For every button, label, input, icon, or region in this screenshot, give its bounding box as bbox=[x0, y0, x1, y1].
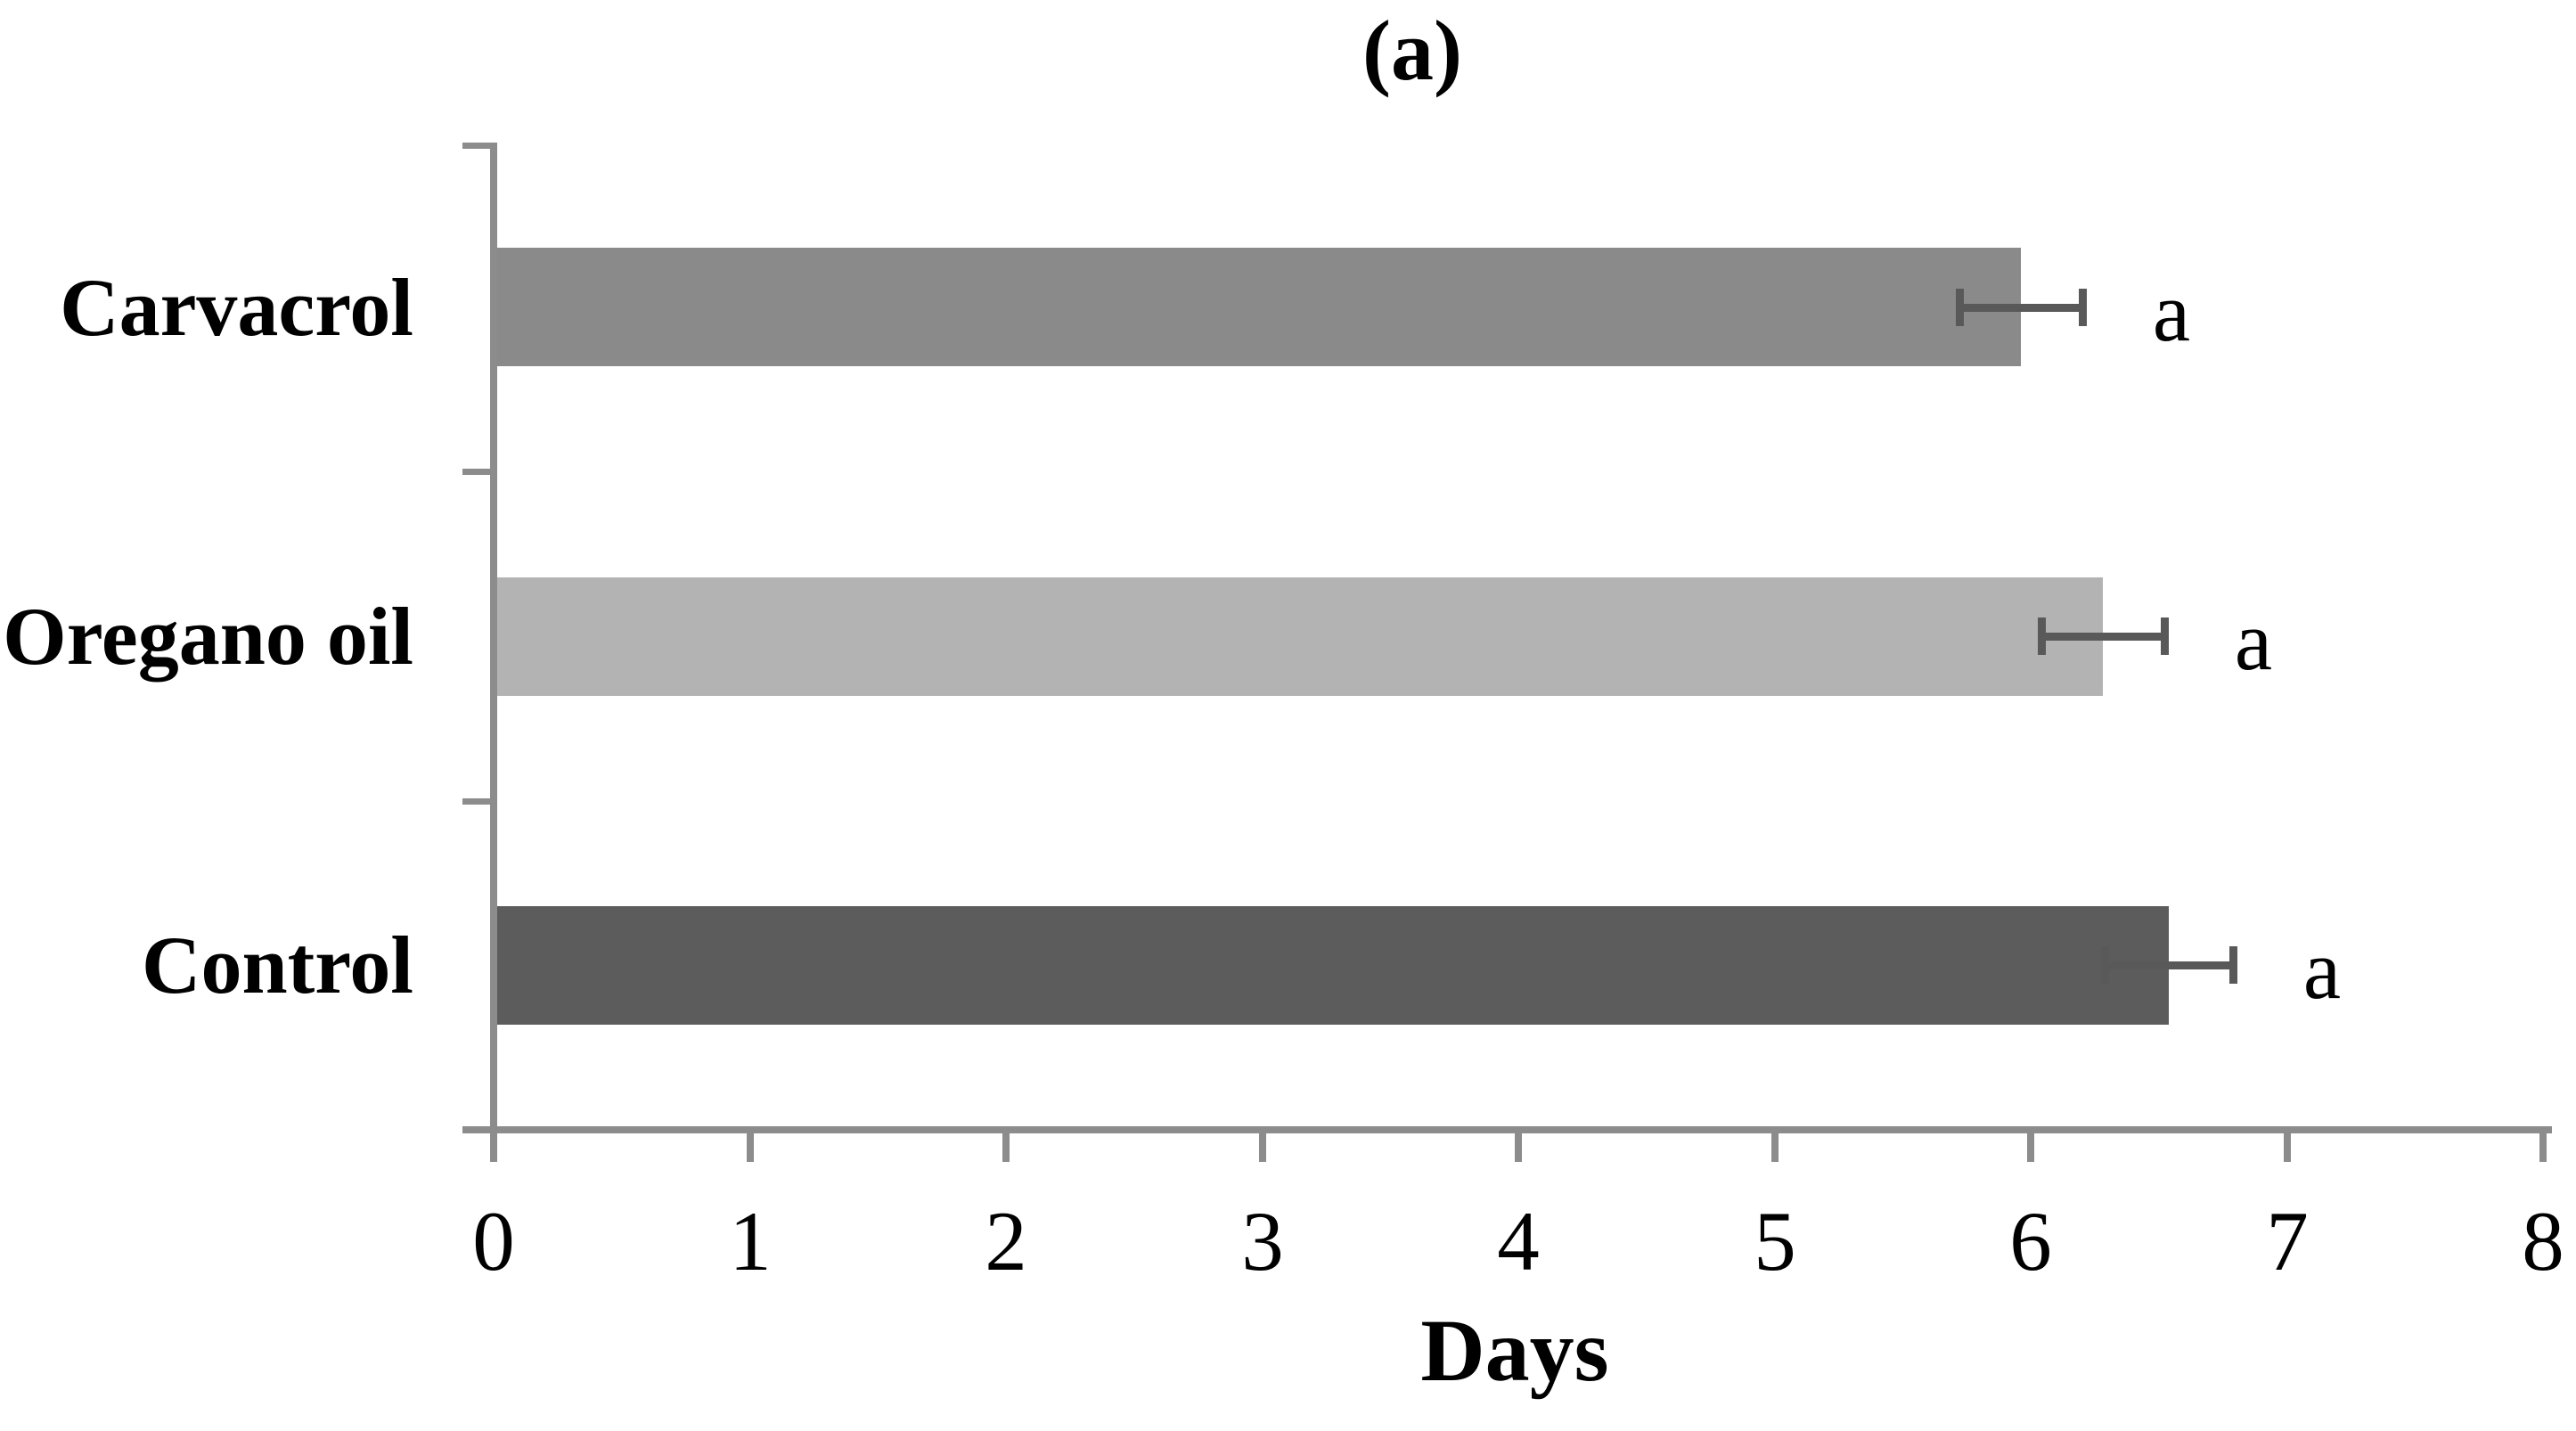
error-bar-cap-left bbox=[2038, 617, 2046, 655]
x-tick-label: 4 bbox=[1497, 1194, 1540, 1288]
x-tick-label: 7 bbox=[2266, 1194, 2309, 1288]
error-bar-cap-left bbox=[1956, 289, 1964, 326]
x-axis-tick bbox=[1259, 1133, 1266, 1162]
bar-control bbox=[497, 906, 2169, 1025]
x-axis-tick bbox=[1771, 1133, 1779, 1162]
x-tick-label: 0 bbox=[472, 1194, 515, 1288]
error-bar-cap-right bbox=[2161, 617, 2169, 655]
error-bar-line bbox=[1959, 304, 2082, 312]
x-axis-tick bbox=[2539, 1133, 2547, 1162]
x-tick-label: 8 bbox=[2522, 1194, 2564, 1288]
x-axis-tick bbox=[747, 1133, 754, 1162]
x-axis-title: Days bbox=[1420, 1301, 1609, 1400]
category-label: Carvacrol bbox=[60, 262, 413, 353]
panel-label: (a) bbox=[1362, 3, 1462, 98]
error-bar-line bbox=[2105, 961, 2233, 969]
error-bar-line bbox=[2041, 633, 2164, 641]
x-tick-label: 3 bbox=[1241, 1194, 1284, 1288]
error-bar-cap-right bbox=[2229, 946, 2237, 984]
y-axis-tick bbox=[462, 798, 490, 805]
bar-oregano-oil bbox=[497, 577, 2103, 696]
x-axis-tick bbox=[1002, 1133, 1010, 1162]
x-axis-tick bbox=[490, 1133, 497, 1162]
x-axis-tick bbox=[2284, 1133, 2291, 1162]
x-axis-tick bbox=[2027, 1133, 2034, 1162]
error-bar-cap-left bbox=[2101, 946, 2109, 984]
x-tick-label: 1 bbox=[729, 1194, 772, 1288]
category-label: Control bbox=[142, 920, 413, 1010]
error-bar-cap-right bbox=[2079, 289, 2087, 326]
y-axis-tick bbox=[462, 469, 490, 475]
y-axis-tick bbox=[462, 143, 490, 149]
significance-letter: a bbox=[2234, 593, 2273, 688]
bar-carvacrol bbox=[497, 248, 2021, 366]
x-tick-label: 6 bbox=[2009, 1194, 2052, 1288]
x-tick-label: 5 bbox=[1754, 1194, 1796, 1288]
x-axis-tick bbox=[1515, 1133, 1522, 1162]
significance-letter: a bbox=[2152, 265, 2191, 359]
category-label: Oregano oil bbox=[3, 591, 413, 682]
x-axis-line bbox=[462, 1126, 2552, 1133]
x-tick-label: 2 bbox=[985, 1194, 1027, 1288]
significance-letter: a bbox=[2302, 922, 2342, 1017]
y-axis-line bbox=[490, 143, 497, 1162]
